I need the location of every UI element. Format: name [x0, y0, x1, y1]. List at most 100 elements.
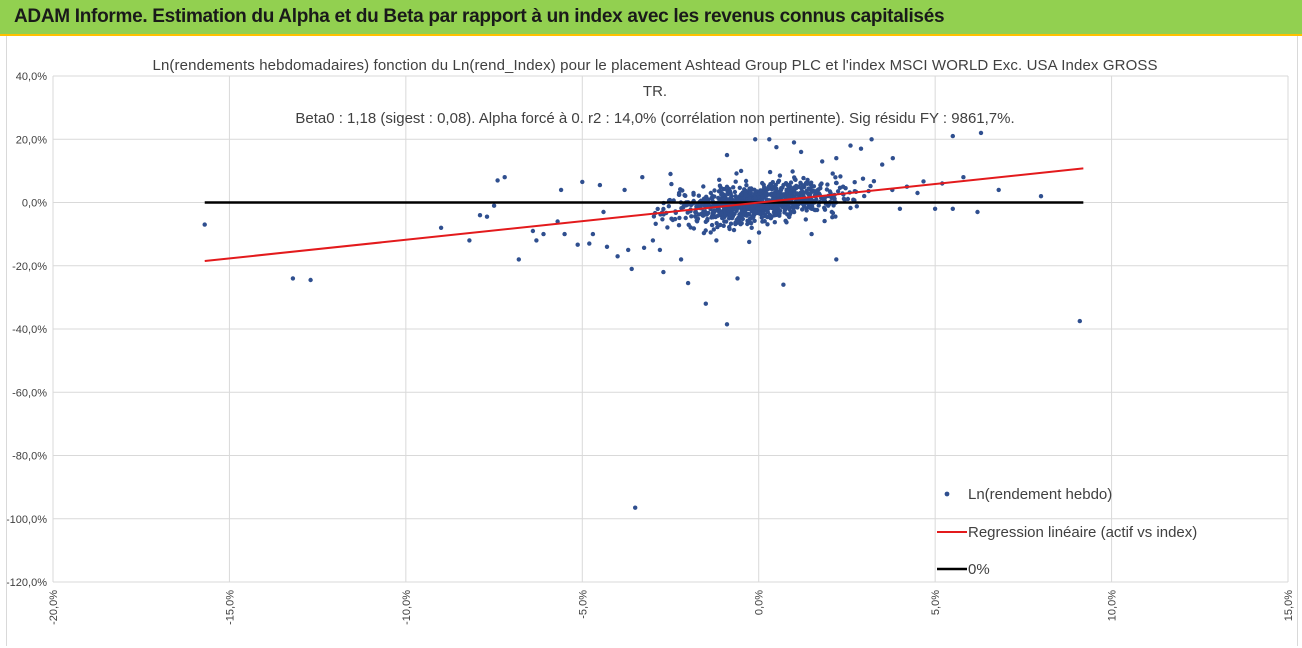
x-tick-label: -10,0%: [401, 590, 413, 625]
scatter-point: [701, 184, 706, 189]
x-tick-label: 0,0%: [754, 590, 766, 615]
scatter-point: [950, 206, 955, 211]
scatter-point: [661, 206, 666, 212]
scatter-point: [703, 228, 708, 233]
scatter-point: [996, 187, 1001, 193]
scatter-point: [721, 223, 726, 228]
scatter-point: [803, 217, 808, 222]
scatter-point: [558, 187, 564, 193]
scatter-point: [516, 257, 521, 262]
scatter-point: [770, 184, 775, 189]
scatter-point: [541, 231, 546, 237]
scatter-point: [562, 231, 567, 237]
scatter-point: [1038, 194, 1044, 199]
scatter-point: [705, 197, 710, 202]
scatter-point: [633, 505, 638, 510]
scatter-point: [502, 175, 507, 180]
scatter-point: [677, 215, 682, 221]
scatter-point: [835, 189, 841, 194]
scatter-point: [806, 186, 811, 191]
scatter-point: [834, 180, 839, 186]
scatter-point: [725, 197, 730, 202]
scatter-point: [838, 174, 843, 179]
scatter-point: [783, 218, 788, 223]
scatter-point: [804, 190, 810, 195]
scatter-point: [683, 215, 688, 221]
scatter-point: [530, 228, 536, 234]
scatter-point: [661, 269, 666, 275]
scatter-point: [858, 146, 864, 151]
scatter-point: [765, 209, 770, 215]
scatter-point: [766, 185, 771, 190]
scatter-point: [695, 216, 701, 221]
chart-title-line: TR.: [643, 83, 667, 100]
scatter-point: [763, 214, 768, 219]
scatter-point: [706, 210, 711, 216]
scatter-point: [308, 277, 313, 283]
scatter-point: [854, 204, 859, 209]
scatter-point: [719, 192, 724, 197]
scatter-point: [791, 208, 796, 213]
scatter-point: [840, 184, 846, 189]
scatter-point: [732, 211, 737, 216]
scatter-point: [749, 186, 754, 191]
scatter-point: [622, 187, 627, 193]
scatter-point: [712, 188, 717, 193]
scatter-point: [932, 206, 938, 211]
scatter-point: [950, 133, 955, 139]
scatter-point: [749, 225, 754, 230]
scatter-point: [755, 206, 760, 211]
scatter-point: [767, 137, 772, 142]
scatter-point: [665, 225, 670, 230]
report-header: ADAM Informe. Estimation du Alpha et du …: [0, 0, 1302, 36]
scatter-point: [657, 247, 663, 253]
scatter-point: [737, 185, 742, 190]
scatter-point: [733, 221, 738, 227]
scatter-point: [809, 231, 814, 237]
scatter-point: [696, 193, 701, 198]
scatter-point: [732, 189, 738, 195]
scatter-point: [818, 182, 823, 188]
scatter-point: [760, 194, 765, 199]
scatter-point: [773, 212, 778, 217]
scatter-point: [715, 224, 720, 230]
scatter-point: [685, 210, 690, 215]
scatter-point: [650, 238, 656, 243]
scatter-point: [745, 221, 750, 227]
scatter-point: [769, 202, 774, 208]
scatter-point: [691, 192, 696, 197]
x-tick-label: 15,0%: [1283, 590, 1295, 621]
y-tick-label: -100,0%: [7, 514, 47, 526]
scatter-point: [727, 214, 732, 219]
legend-label: Ln(rendement hebdo): [968, 486, 1112, 503]
scatter-point: [744, 183, 749, 188]
scatter-point: [786, 183, 791, 188]
scatter-point: [731, 185, 736, 190]
scatter-point: [711, 215, 716, 220]
scatter-point: [830, 171, 835, 176]
scatter-point: [921, 179, 926, 184]
scatter-point: [728, 221, 734, 226]
scatter-point: [752, 218, 757, 223]
scatter-point: [811, 184, 817, 189]
scatter-point: [745, 211, 751, 217]
legend-marker-dot: [944, 491, 950, 497]
scatter-point: [871, 179, 877, 184]
scatter-point: [779, 186, 784, 191]
scatter-point: [759, 215, 764, 220]
scatter-point: [575, 242, 580, 247]
x-tick-label: -5,0%: [577, 590, 589, 619]
scatter-point: [702, 209, 708, 214]
scatter-point: [748, 221, 754, 226]
scatter-point: [587, 241, 592, 246]
scatter-point: [491, 203, 497, 208]
scatter-point: [824, 187, 830, 192]
scatter-point: [757, 211, 762, 216]
scatter-point: [890, 156, 895, 161]
scatter-point: [770, 180, 775, 185]
scatter-point: [845, 196, 851, 202]
y-tick-label: 40,0%: [16, 71, 47, 83]
scatter-point: [677, 192, 682, 197]
scatter-point: [822, 207, 828, 212]
y-tick-label: -60,0%: [12, 387, 47, 399]
